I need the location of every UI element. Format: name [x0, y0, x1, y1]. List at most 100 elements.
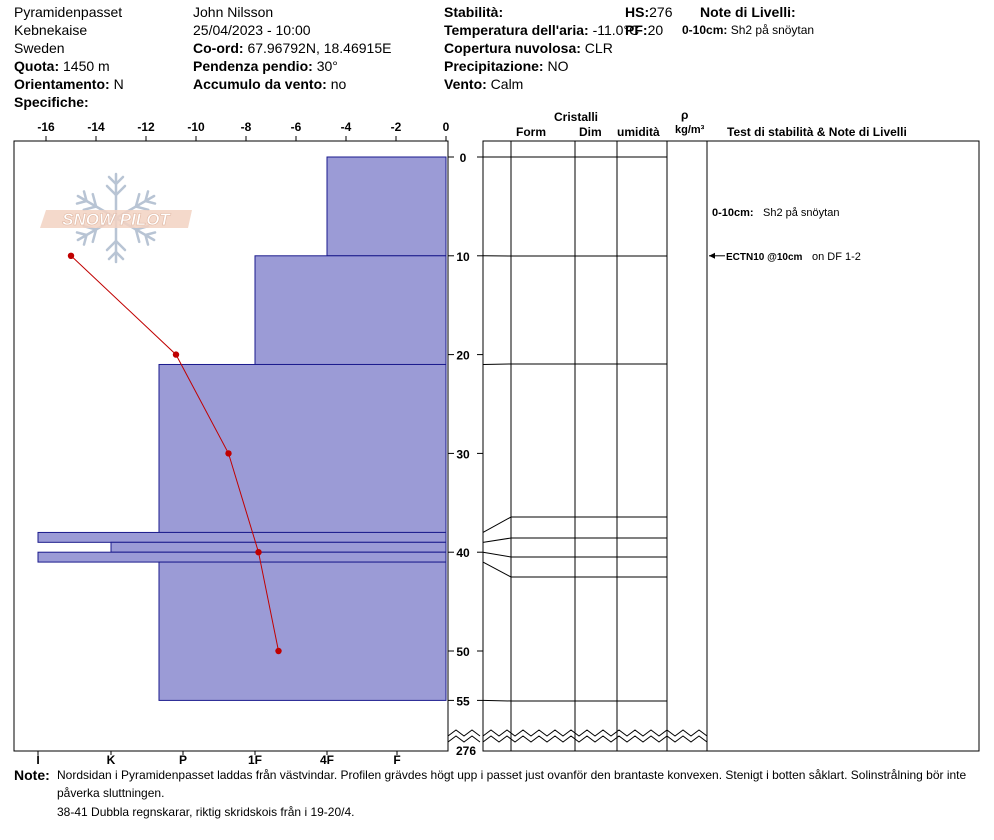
- cloud-label: Copertura nuvolosa:: [444, 40, 581, 56]
- hs-value: 276: [649, 4, 673, 20]
- cloud-cover: Copertura nuvolosa: CLR: [444, 39, 613, 57]
- crystals-header: Cristalli: [554, 110, 599, 124]
- penetration: PF:20: [625, 21, 663, 39]
- coords-value: 67.96792N, 18.46915E: [247, 40, 392, 56]
- zigzag-break: [482, 729, 708, 743]
- hardness-layer-bar: [158, 363, 447, 533]
- profile-frame: [13, 140, 449, 752]
- annotation-bold-text: ECTN10 @10cm: [726, 252, 803, 263]
- depth-tick-label: 20: [456, 349, 470, 363]
- temperature-tick-label: -6: [291, 120, 302, 134]
- layer-note-depth: 0-10cm:: [682, 23, 728, 37]
- crystal-layer-boundary: [482, 561, 667, 578]
- stability-annotations: 0-10cm: Sh2 på snöytan ECTN10 @10cm on DF 1…: [709, 207, 861, 263]
- hardness-layers: [37, 156, 447, 701]
- layer-notes-label: Note di Livelli:: [700, 4, 796, 20]
- temperature-tick-label: -16: [37, 120, 55, 134]
- notes-line-2: påverka sluttningen.: [57, 786, 165, 800]
- temperature-point: [67, 252, 75, 259]
- crystal-layer-boundary: [482, 699, 667, 702]
- temperature-point: [275, 647, 282, 655]
- hardness-layer-bar: [37, 551, 447, 563]
- hardness-axis: I K P 1F 4F F: [36, 751, 401, 767]
- aspect: Orientamento: N: [14, 75, 124, 93]
- form-header: Form: [516, 125, 546, 139]
- coordinates: Co-ord: 67.96792N, 18.46915E: [193, 39, 391, 57]
- air-temp-label: Temperatura dell'aria:: [444, 22, 589, 38]
- depth-bottom-label: 276: [456, 744, 476, 758]
- pf-label: PF:: [625, 22, 648, 38]
- temperature-point: [172, 351, 180, 358]
- altitude-value: 1450 m: [63, 58, 110, 74]
- hardness-tick-label: F: [393, 753, 400, 767]
- hardness-tick-label: 1F: [248, 753, 262, 767]
- observer: John Nilsson: [193, 4, 274, 20]
- depth-tick-label: 30: [456, 447, 470, 461]
- hardness-tick-label: 4F: [320, 753, 334, 767]
- slope-label: Pendenza pendio:: [193, 58, 313, 74]
- wind-loading-value: no: [330, 76, 347, 92]
- temperature-point: [255, 549, 262, 556]
- moisture-header: umidità: [617, 125, 660, 139]
- hardness-layer-bar: [326, 156, 447, 257]
- wind-value: Calm: [490, 76, 524, 92]
- coords-label: Co-ord:: [193, 40, 244, 56]
- wind-loading-label: Accumulo da vento:: [193, 76, 327, 92]
- temperature-tick-label: -8: [241, 120, 252, 134]
- hs-label: HS:: [625, 4, 650, 20]
- hardness-layer-bar: [254, 255, 447, 365]
- hardness-tick-label: K: [107, 753, 116, 767]
- temperature-tick-label: -4: [341, 120, 352, 134]
- size-header: Dim: [579, 125, 602, 139]
- air-temperature: Temperatura dell'aria: -11.0°C: [444, 21, 639, 39]
- aspect-value: N: [113, 76, 124, 92]
- hardness-tick-label: I: [36, 753, 39, 767]
- country: Sweden: [14, 40, 65, 56]
- annotation-text: Sh2 på snöytan: [763, 207, 839, 219]
- altitude: Quota: 1450 m: [14, 57, 110, 75]
- depth-tick-label: 40: [456, 546, 470, 560]
- wind: Vento: Calm: [444, 75, 523, 93]
- crystal-layer-boundary: [482, 537, 667, 543]
- temperature-axis: -16 -14 -12 -10 -8 -6 -4 -2 0: [37, 120, 450, 141]
- notes-line-1: Nordsidan i Pyramidenpasset laddas från …: [57, 768, 967, 782]
- pf-value: 20: [647, 22, 664, 38]
- annotation-text: on DF 1-2: [812, 251, 861, 263]
- notes-line-3: 38-41 Dubbla regnskarar, riktig skridsko…: [57, 805, 355, 819]
- slope-value: 30°: [316, 58, 338, 74]
- crystal-layer-boundary: [482, 551, 667, 558]
- logo-text: SNOW PILOT: [62, 210, 171, 229]
- depth-axis-break: [447, 729, 481, 737]
- temperature-tick-label: -14: [87, 120, 105, 134]
- temperature-tick-label: -2: [391, 120, 402, 134]
- altitude-label: Quota:: [14, 58, 60, 74]
- precip-label: Precipitazione:: [444, 58, 544, 74]
- annotation-arrow-head: [709, 252, 715, 259]
- layer-note: 0-10cm: Sh2 på snöytan: [682, 23, 814, 37]
- specifics-label: Specifiche:: [14, 94, 89, 110]
- logo-banner: [40, 210, 192, 228]
- slope: Pendenza pendio: 30°: [193, 57, 338, 75]
- depth-axis-break: [447, 735, 481, 743]
- cloud-value: CLR: [584, 40, 613, 56]
- depth-tick-label: 0: [460, 151, 467, 165]
- crystal-table-frame: [482, 140, 980, 752]
- temperature-tick-label: 0: [443, 120, 450, 134]
- wind-label: Vento:: [444, 76, 487, 92]
- precip-value: NO: [547, 58, 569, 74]
- hardness-layer-bar: [110, 541, 447, 553]
- crystal-layer-rows: [482, 156, 667, 702]
- notes-label: Note:: [14, 767, 50, 783]
- temperature-profile: [67, 252, 282, 655]
- depth-tick-label: 10: [456, 250, 470, 264]
- rho-header: ρ: [681, 108, 689, 122]
- temperature-tick-label: -10: [187, 120, 205, 134]
- density-unit-header: kg/m³: [675, 124, 705, 136]
- snowpilot-logo: SNOW PILOT: [40, 172, 192, 264]
- annotation-bold-text: 0-10cm:: [712, 207, 754, 219]
- temperature-tick-label: -12: [137, 120, 155, 134]
- region: Kebnekaise: [14, 22, 88, 38]
- location: Pyramidenpasset: [14, 4, 123, 20]
- depth-tick-label: 50: [456, 645, 470, 659]
- depth-axis: 0 10 20 30 40 50 55 276: [447, 151, 483, 758]
